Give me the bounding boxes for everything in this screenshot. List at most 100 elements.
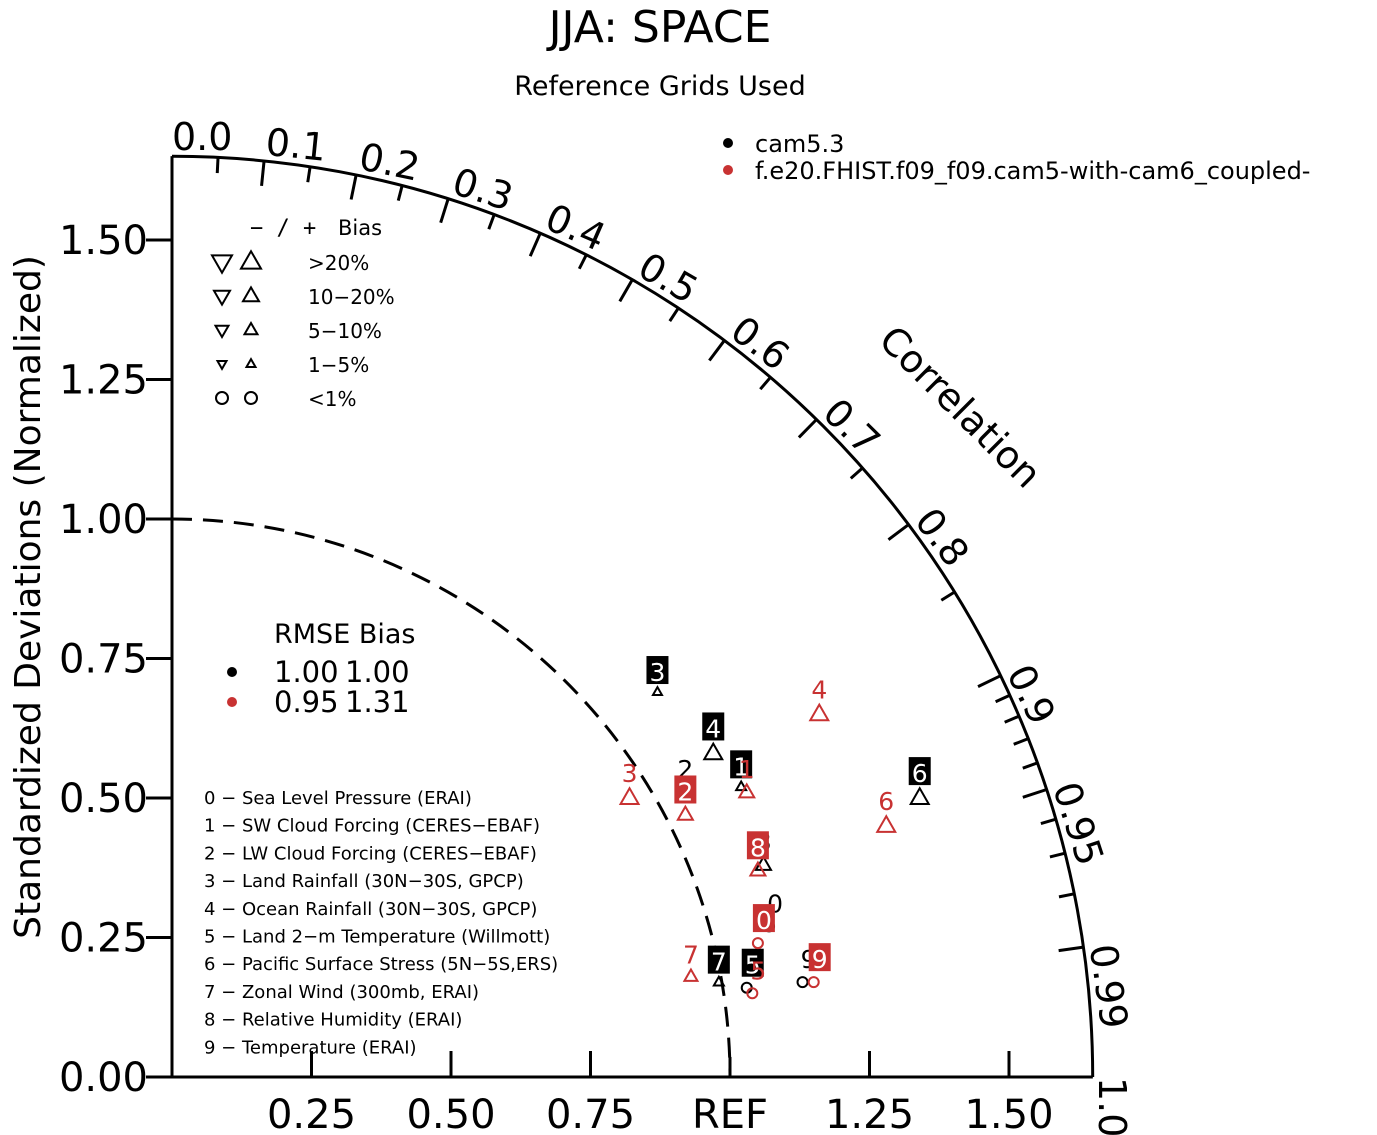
rmse-legend-value: 0.95 bbox=[274, 685, 339, 719]
data-point-marker bbox=[808, 702, 831, 722]
series-legend-label: f.e20.FHIST.f09_f09.cam5-with-cam6_coupl… bbox=[755, 157, 1310, 185]
correlation-minor-tick bbox=[940, 590, 956, 602]
bias-legend-value: 1.31 bbox=[345, 685, 410, 719]
bias-legend-label: 5−10% bbox=[308, 319, 382, 343]
x-tick-label: 0.50 bbox=[406, 1092, 495, 1135]
correlation-minor-tick bbox=[577, 254, 588, 270]
y-tick-label: 0.00 bbox=[59, 1055, 148, 1101]
correlation-minor-tick bbox=[306, 166, 312, 183]
data-point-marker bbox=[807, 976, 820, 989]
data-point-label: 8 bbox=[750, 833, 766, 862]
axes-group: 0.000.250.500.751.001.251.500.25 0.50 0.75… bbox=[8, 156, 1093, 1135]
data-point-marker bbox=[748, 860, 768, 877]
bias-legend-label: <1% bbox=[308, 387, 357, 411]
y-axis-label: Standardized Deviations (Normalized) bbox=[8, 255, 49, 939]
rmse-legend-header: RMSE Bias bbox=[274, 619, 415, 650]
correlation-tick-label: 0.0 bbox=[172, 115, 232, 159]
data-point-label: 4 bbox=[705, 714, 721, 743]
data-point-marker bbox=[734, 779, 748, 792]
correlation-tick-label: 0.5 bbox=[631, 244, 705, 312]
data-point-label: 6 bbox=[912, 759, 928, 788]
bias-legend-label: >20% bbox=[308, 251, 369, 275]
correlation-tick bbox=[439, 198, 450, 224]
data-point-label: 0 bbox=[756, 906, 772, 935]
variable-legend-item: 5 − Land 2−m Temperature (Willmott) bbox=[204, 927, 550, 948]
variable-legend-item: 4 − Ocean Rainfall (30N−30S, GPCP) bbox=[204, 899, 537, 920]
data-point-label: 3 bbox=[650, 658, 666, 687]
data-point-label: 4 bbox=[811, 675, 827, 704]
x-tick-label: 1.50 bbox=[964, 1092, 1053, 1135]
correlation-tick-label: 0.7 bbox=[815, 390, 889, 464]
data-point-label-box bbox=[908, 757, 931, 786]
data-point-label: 9 bbox=[812, 945, 828, 974]
correlation-minor-tick bbox=[994, 693, 1011, 704]
bias-legend-label: 1−5% bbox=[308, 353, 369, 377]
variable-legend-item: 8 − Relative Humidity (ERAI) bbox=[204, 1010, 462, 1031]
correlation-tick bbox=[349, 174, 358, 200]
data-point-marker bbox=[676, 804, 695, 821]
ref-label: REF bbox=[692, 1092, 768, 1135]
series-legend-dot bbox=[723, 165, 733, 175]
correlation-tick bbox=[1022, 788, 1048, 799]
data-point-label-box bbox=[808, 943, 831, 972]
correlation-minor-tick bbox=[849, 466, 864, 480]
correlation-minor-tick bbox=[1013, 737, 1029, 746]
variable-legend-item: 2 − LW Cloud Forcing (CERES−EBAF) bbox=[204, 843, 537, 864]
rmse-legend-dot bbox=[227, 667, 237, 677]
correlation-tick-label: 0.1 bbox=[264, 120, 329, 170]
correlation-tick-label: 0.2 bbox=[356, 134, 424, 189]
data-point-marker bbox=[618, 786, 641, 805]
data-point-marker bbox=[746, 987, 759, 1000]
data-point-marker bbox=[651, 685, 664, 696]
outer-correlation-arc bbox=[171, 154, 1095, 1078]
correlation-tick-label: 0.99 bbox=[1081, 941, 1136, 1031]
reference-std-arc bbox=[171, 517, 732, 1078]
bias-legend-sign: − / + bbox=[250, 216, 316, 241]
data-point-marker bbox=[754, 854, 773, 871]
chart-subtitle: Reference Grids Used bbox=[514, 71, 805, 102]
correlation-tick bbox=[260, 160, 266, 187]
correlation-tick-label: 0.4 bbox=[539, 195, 612, 260]
correlation-tick bbox=[797, 418, 818, 439]
x-tick-label: 0.75 bbox=[546, 1092, 635, 1135]
rmse-legend-value: 1.00 bbox=[274, 655, 339, 689]
bias-legend-marker-minus bbox=[212, 289, 232, 307]
correlation-minor-tick bbox=[1049, 851, 1066, 859]
data-point-label-box bbox=[674, 775, 697, 804]
y-tick-label: 0.50 bbox=[59, 776, 148, 822]
correlation-minor-tick bbox=[487, 214, 496, 230]
y-tick-label: 1.00 bbox=[59, 497, 148, 543]
data-point-label: 5 bbox=[745, 951, 761, 980]
data-point-label: 5 bbox=[750, 956, 766, 985]
chart-title: JJA: SPACE bbox=[546, 2, 772, 53]
correlation-minor-tick bbox=[396, 185, 404, 202]
data-point-label-box bbox=[752, 904, 775, 933]
data-point-label: 1 bbox=[733, 752, 749, 781]
x-tick-label: 0.25 bbox=[267, 1092, 356, 1135]
y-tick-label: 1.25 bbox=[59, 358, 148, 404]
data-point-marker bbox=[751, 937, 764, 950]
y-tick-label: 1.50 bbox=[59, 218, 148, 264]
data-point-marker bbox=[875, 814, 897, 833]
bias-legend-marker-plus bbox=[244, 391, 258, 405]
correlation-tick bbox=[618, 278, 634, 303]
data-point-label-box bbox=[741, 948, 764, 977]
bias-legend-marker-minus bbox=[215, 391, 229, 405]
correlation-minor-tick bbox=[1058, 892, 1075, 899]
data-point-marker bbox=[737, 782, 756, 799]
bias-legend-marker-minus bbox=[215, 360, 229, 371]
data-point-marker bbox=[682, 967, 700, 982]
variable-legend-item: 6 − Pacific Surface Stress (5N−5S,ERS) bbox=[204, 954, 558, 975]
correlation-minor-tick bbox=[1022, 761, 1038, 770]
correlation-minor-tick bbox=[759, 376, 772, 391]
data-point-label: 7 bbox=[683, 940, 699, 969]
correlation-minor-tick bbox=[668, 307, 680, 322]
correlation-axis-label: Correlation bbox=[871, 317, 1050, 496]
data-point-marker bbox=[796, 976, 809, 989]
data-point-label-box bbox=[707, 945, 730, 974]
variable-legend-item: 1 − SW Cloud Forcing (CERES−EBAF) bbox=[204, 816, 540, 837]
bias-legend-label: 10−20% bbox=[308, 285, 395, 309]
data-point-label: 6 bbox=[878, 787, 894, 816]
